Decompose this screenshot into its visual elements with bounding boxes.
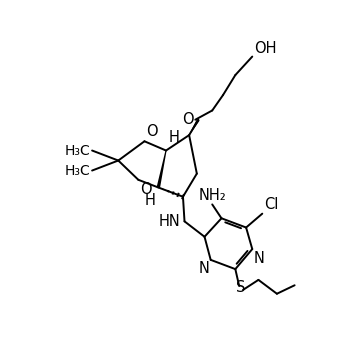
Text: H: H bbox=[169, 130, 180, 145]
Text: H₃C: H₃C bbox=[65, 143, 90, 157]
Polygon shape bbox=[189, 119, 200, 135]
Text: HN: HN bbox=[158, 214, 180, 229]
Text: S: S bbox=[236, 280, 245, 295]
Text: N: N bbox=[254, 251, 265, 266]
Text: O: O bbox=[140, 182, 151, 197]
Text: Cl: Cl bbox=[264, 197, 278, 212]
Text: O: O bbox=[182, 112, 194, 127]
Text: H₃C: H₃C bbox=[65, 163, 90, 178]
Text: OH: OH bbox=[254, 41, 276, 56]
Text: NH₂: NH₂ bbox=[198, 188, 226, 203]
Text: H: H bbox=[144, 193, 155, 208]
Polygon shape bbox=[157, 150, 167, 188]
Text: N: N bbox=[198, 261, 209, 276]
Text: O: O bbox=[146, 124, 158, 139]
